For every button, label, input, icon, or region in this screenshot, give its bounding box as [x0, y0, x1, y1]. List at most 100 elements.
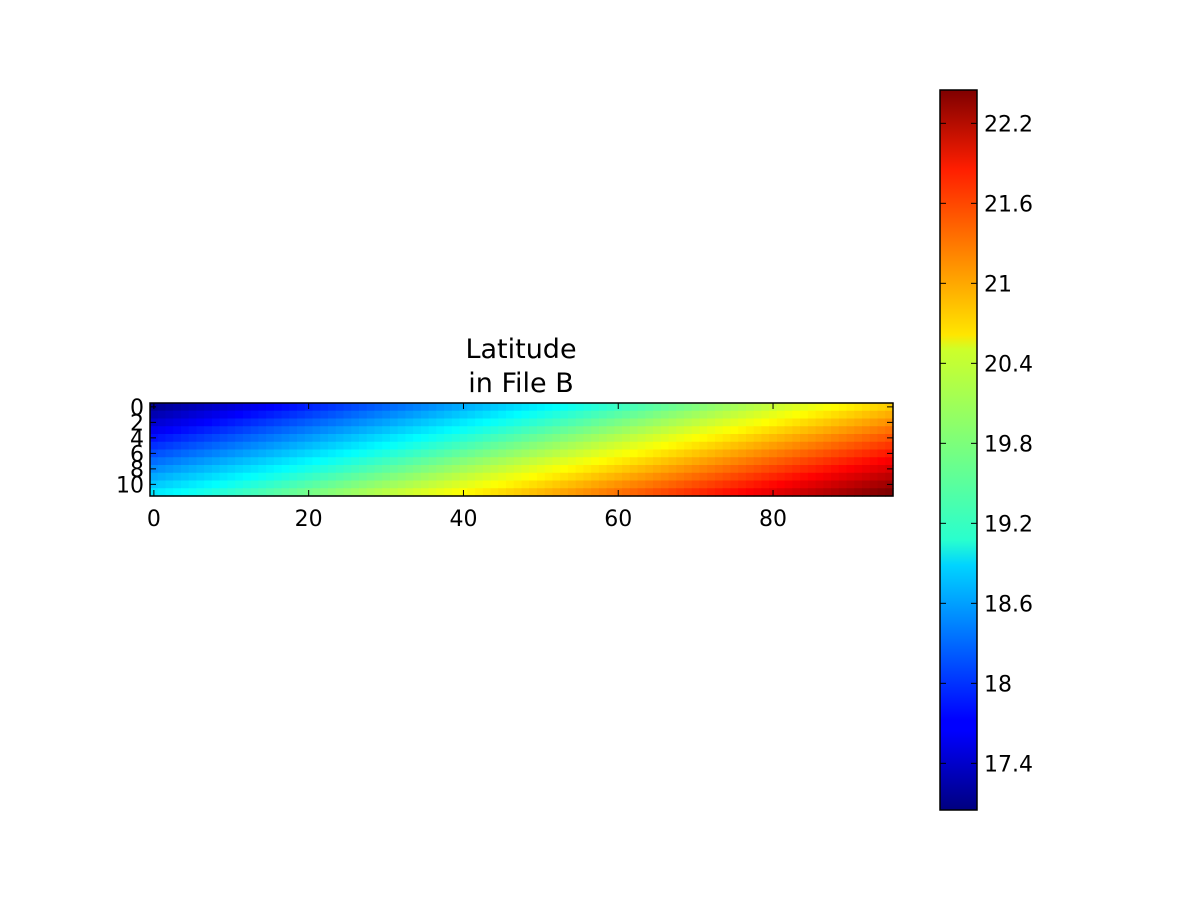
heatmap-cell [173, 480, 182, 489]
heatmap-cell [436, 403, 445, 412]
heatmap-cell [653, 465, 662, 474]
heatmap-cell [653, 449, 662, 458]
heatmap-cell [343, 472, 352, 482]
heatmap-cell [544, 480, 554, 489]
heatmap-cell [560, 472, 569, 482]
heatmap-cell [366, 465, 376, 474]
heatmap-cell [653, 403, 662, 412]
heatmap-cell [389, 426, 399, 435]
heatmap-cell [745, 457, 755, 466]
heatmap-cell [552, 472, 561, 482]
heatmap-cell [343, 488, 352, 497]
heatmap-cell [405, 472, 414, 482]
heatmap-cell [567, 410, 577, 420]
heatmap-cell [529, 410, 538, 420]
heatmap-cell [436, 465, 445, 474]
heatmap-cell [358, 472, 368, 482]
heatmap-cell [660, 426, 670, 435]
heatmap-cell [714, 472, 724, 482]
heatmap-cell [544, 434, 554, 443]
heatmap-cell [560, 426, 569, 435]
heatmap-cell [173, 434, 182, 443]
heatmap-cell [343, 449, 352, 458]
heatmap-cell [529, 465, 538, 474]
heatmap-cell [506, 480, 515, 489]
heatmap-cell [173, 472, 182, 482]
heatmap-cell [869, 449, 879, 458]
heatmap-cell [691, 426, 701, 435]
heatmap-cell [831, 457, 840, 466]
heatmap-cell [266, 403, 275, 412]
heatmap-cell [157, 480, 167, 489]
heatmap-cell [846, 449, 855, 458]
heatmap-cell [490, 403, 499, 412]
heatmap-cell [684, 441, 693, 451]
heatmap-cell [800, 410, 809, 420]
heatmap-cell [653, 426, 662, 435]
heatmap-cell [428, 465, 437, 474]
heatmap-cell [335, 410, 345, 420]
heatmap-cell [397, 426, 407, 435]
heatmap-cell [544, 441, 554, 451]
heatmap-cell [328, 457, 337, 466]
heatmap-cell [784, 472, 793, 482]
heatmap-cell [297, 457, 306, 466]
heatmap-cell [846, 403, 855, 412]
heatmap-cell [714, 449, 724, 458]
heatmap-cell [475, 426, 484, 435]
heatmap-cell [838, 472, 848, 482]
heatmap-cell [877, 441, 886, 451]
heatmap-cell [730, 457, 739, 466]
heatmap-cell [560, 434, 569, 443]
heatmap-cell [397, 449, 407, 458]
heatmap-cell [862, 488, 871, 497]
heatmap-cell [157, 472, 167, 482]
heatmap-cell [304, 465, 314, 474]
heatmap-cell [784, 465, 793, 474]
heatmap-cell [614, 457, 623, 466]
heatmap-cell [838, 488, 848, 497]
heatmap-cell [219, 449, 228, 458]
heatmap-cell [196, 418, 205, 427]
heatmap-cell [227, 472, 236, 482]
colorbar-tick-label: 21 [984, 272, 1012, 297]
heatmap-cell [544, 449, 554, 458]
heatmap-cell [281, 457, 290, 466]
heatmap-cell [637, 480, 646, 489]
heatmap-cell [598, 441, 608, 451]
heatmap-cell [250, 488, 259, 497]
heatmap-cell [157, 434, 167, 443]
heatmap-cell [475, 403, 484, 412]
heatmap-cell [250, 472, 259, 482]
heatmap-cell [281, 426, 290, 435]
heatmap-cell [707, 480, 716, 489]
heatmap-cell [250, 403, 259, 412]
heatmap-cell [320, 418, 329, 427]
heatmap-cell [513, 449, 523, 458]
heatmap-cell [258, 426, 267, 435]
heatmap-cell [374, 449, 383, 458]
heatmap-cell [622, 418, 631, 427]
heatmap-cell [676, 472, 685, 482]
heatmap-cell [351, 434, 360, 443]
heatmap-cell [498, 426, 507, 435]
heatmap-cell [846, 488, 855, 497]
heatmap-cell [598, 488, 608, 497]
heatmap-cell [676, 418, 685, 427]
heatmap-cell [831, 403, 840, 412]
heatmap-cell [204, 472, 213, 482]
heatmap-cell [490, 426, 499, 435]
heatmap-cell [173, 441, 182, 451]
heatmap-cell [552, 465, 561, 474]
heatmap-cell [722, 449, 732, 458]
heatmap-cell [188, 434, 198, 443]
heatmap-cell [436, 488, 445, 497]
heatmap-cell [598, 472, 608, 482]
heatmap-cell [459, 480, 468, 489]
heatmap-cell [420, 426, 430, 435]
heatmap-cell [653, 457, 662, 466]
heatmap-cell [180, 465, 190, 474]
heatmap-cell [165, 457, 174, 466]
heatmap-cell [745, 418, 755, 427]
heatmap-cell [196, 472, 205, 482]
